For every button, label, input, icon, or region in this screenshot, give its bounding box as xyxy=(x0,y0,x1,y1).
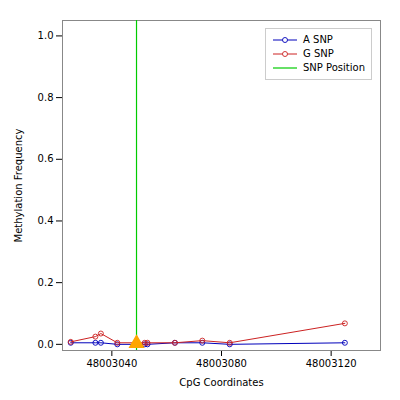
svg-text:0.4: 0.4 xyxy=(38,215,54,226)
svg-text:1.0: 1.0 xyxy=(38,30,54,41)
svg-text:0.0: 0.0 xyxy=(38,339,54,350)
svg-text:0.6: 0.6 xyxy=(38,153,54,164)
html-text:SNP Position: SNP Position xyxy=(303,62,365,73)
html-text:A SNP: A SNP xyxy=(303,34,333,45)
svg-text:0.2: 0.2 xyxy=(38,277,54,288)
svg-text:48003040: 48003040 xyxy=(86,358,137,369)
svg-text:Methylation Frequency: Methylation Frequency xyxy=(13,128,24,242)
html-text:G SNP: G SNP xyxy=(303,48,334,59)
svg-text:48003120: 48003120 xyxy=(306,358,357,369)
svg-text:48003080: 48003080 xyxy=(196,358,247,369)
svg-text:CpG Coordinates: CpG Coordinates xyxy=(179,377,263,388)
svg-text:0.8: 0.8 xyxy=(38,92,54,103)
